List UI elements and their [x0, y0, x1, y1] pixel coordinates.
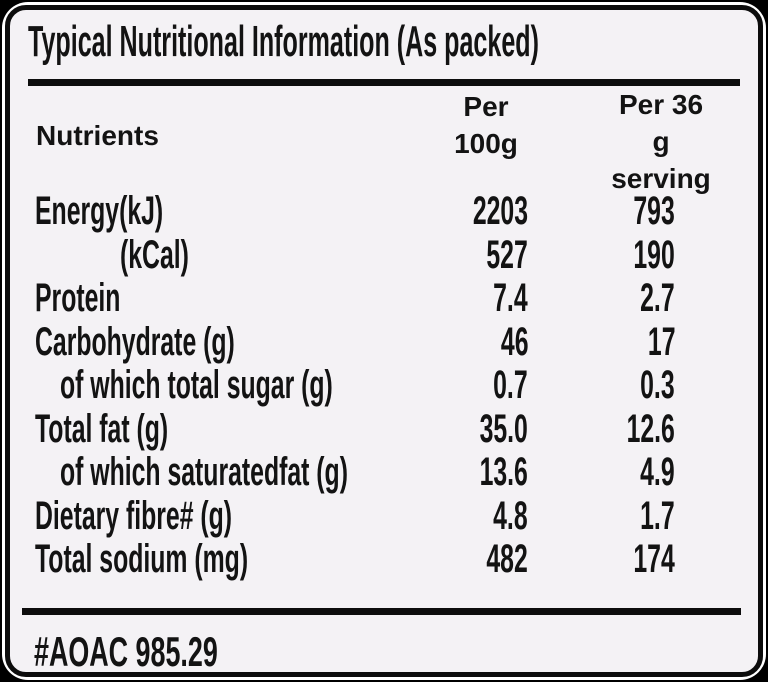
value-per-100g: 7.4	[385, 276, 545, 321]
nutrient-label-text: Dietary fibre# (g)	[35, 493, 233, 538]
value-per-36g-text: 0.3	[640, 363, 675, 407]
label-title-text: Typical Nutritional Information (As pack…	[28, 17, 539, 66]
value-per-36g-serving: 12.6	[545, 406, 742, 452]
value-per-100g-text: 482	[486, 537, 528, 581]
nutrient-label: Protein	[35, 276, 385, 321]
column-header-per-100g: Per 100g	[454, 88, 518, 162]
column-header-per-36g-line1: Per 36 g	[618, 89, 704, 157]
value-per-36g-text: 17	[647, 319, 675, 364]
value-per-100g: 46	[385, 319, 545, 365]
value-per-100g-text: 46	[500, 319, 528, 364]
table-row: of which total sugar (g) 0.7 0.3	[35, 363, 742, 408]
value-per-36g-text: 174	[633, 537, 675, 581]
nutrient-label: Total sodium (mg)	[35, 537, 385, 582]
nutrient-label: (kCal)	[35, 232, 385, 278]
value-per-36g-text: 793	[633, 189, 675, 233]
nutrient-label: of which saturatedfat (g)	[35, 450, 385, 495]
table-row: Dietary fibre# (g) 4.8 1.7	[35, 493, 742, 539]
column-header-per-36g-serving: Per 36 g serving	[608, 86, 715, 197]
nutrient-label: of which total sugar (g)	[35, 363, 385, 408]
value-per-100g-text: 7.4	[493, 276, 528, 320]
nutrient-label: Dietary fibre# (g)	[35, 493, 385, 539]
value-per-36g-serving: 1.7	[545, 493, 742, 539]
table-row: Total sodium (mg) 482 174	[35, 537, 742, 582]
table-row: Protein 7.4 2.7	[35, 276, 742, 321]
column-header-nutrients: Nutrients	[36, 120, 159, 151]
table-row: (kCal) 527 190	[35, 232, 742, 278]
label-title: Typical Nutritional Information (As pack…	[28, 18, 768, 66]
nutrition-label-panel	[5, 5, 763, 677]
nutrient-label-text: Total fat (g)	[35, 406, 169, 451]
nutrient-table: Energy(kJ) 2203 793 (kCal) 527 190 Protein 7.4 2…	[35, 189, 742, 582]
value-per-100g-text: 2203	[472, 189, 528, 233]
nutrient-label: Carbohydrate (g)	[35, 319, 385, 365]
value-per-36g-text: 190	[633, 232, 675, 277]
value-per-100g: 2203	[385, 189, 545, 234]
footnote: #AOAC 985.29	[34, 631, 321, 673]
value-per-100g-text: 35.0	[479, 406, 528, 451]
value-per-36g-serving: 174	[545, 537, 742, 582]
nutrient-label-text: Carbohydrate (g)	[35, 319, 235, 364]
nutrient-label: Total fat (g)	[35, 406, 385, 452]
value-per-36g-serving: 4.9	[545, 450, 742, 495]
column-header-per-100g-line1: Per	[463, 91, 509, 122]
value-per-100g: 4.8	[385, 493, 545, 539]
nutrient-label: Energy(kJ)	[35, 189, 385, 234]
table-row: Total fat (g) 35.0 12.6	[35, 406, 742, 452]
nutrient-label-text: of which saturatedfat (g)	[60, 450, 348, 494]
footnote-text: #AOAC 985.29	[34, 628, 218, 675]
nutrient-label-text: Protein	[35, 276, 121, 320]
value-per-100g: 0.7	[385, 363, 545, 408]
value-per-36g-serving: 17	[545, 319, 742, 365]
nutrient-label-text: (kCal)	[120, 232, 189, 277]
value-per-36g-serving: 190	[545, 232, 742, 278]
value-per-36g-text: 2.7	[640, 276, 675, 320]
value-per-36g-serving: 2.7	[545, 276, 742, 321]
divider-bottom	[22, 608, 741, 615]
divider-top	[28, 79, 740, 86]
value-per-100g-text: 527	[486, 232, 528, 277]
value-per-36g-serving: 0.3	[545, 363, 742, 408]
table-row: of which saturatedfat (g) 13.6 4.9	[35, 450, 742, 495]
value-per-100g: 35.0	[385, 406, 545, 452]
nutrient-label-text: Total sodium (mg)	[35, 537, 249, 581]
table-row: Carbohydrate (g) 46 17	[35, 319, 742, 365]
nutrient-label-text: Energy(kJ)	[35, 189, 164, 233]
value-per-100g: 482	[385, 537, 545, 582]
value-per-100g: 13.6	[385, 450, 545, 495]
value-per-100g-text: 0.7	[493, 363, 528, 407]
table-row: Energy(kJ) 2203 793	[35, 189, 742, 234]
value-per-36g-text: 4.9	[640, 450, 675, 494]
column-header-per-36g-line2: serving	[611, 163, 711, 194]
column-header-per-100g-line2: 100g	[454, 128, 518, 159]
value-per-100g-text: 4.8	[493, 493, 528, 538]
value-per-100g: 527	[385, 232, 545, 278]
value-per-36g-serving: 793	[545, 189, 742, 234]
nutrient-label-text: of which total sugar (g)	[60, 363, 333, 407]
value-per-36g-text: 12.6	[626, 406, 675, 451]
value-per-100g-text: 13.6	[479, 450, 528, 494]
value-per-36g-text: 1.7	[640, 493, 675, 538]
